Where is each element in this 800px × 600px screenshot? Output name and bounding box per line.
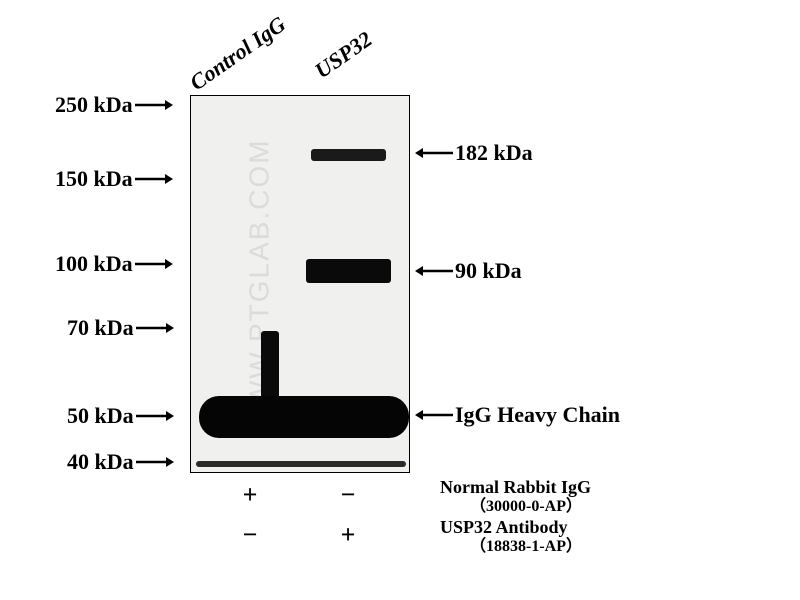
arrow-right-icon [133,171,173,187]
control-row2: − [235,520,265,550]
arrow-right-icon [134,408,174,424]
band-90kda [306,259,391,283]
reagent-sublabel: （18838-1-AP） [470,538,582,556]
target-row1: − [333,480,363,510]
reagent-sublabel: （30000-0-AP） [470,498,591,516]
band-182kda [311,149,386,161]
band-label: 182 kDa [415,140,533,166]
band-igg-heavy [199,396,409,438]
mw-marker: 100 kDa [55,251,173,277]
arrow-left-icon [415,145,455,161]
arrow-right-icon [134,320,174,336]
mw-marker: 250 kDa [55,92,173,118]
arrow-right-icon [133,97,173,113]
lane-label-text: Control IgG [185,11,290,95]
arrow-left-icon [415,407,455,423]
mw-marker: 150 kDa [55,166,173,192]
band-label: IgG Heavy Chain [415,402,620,428]
blot-figure: Control IgG USP32 WWW.PTGLAB.COM 250 kDa… [0,0,800,600]
mw-marker: 50 kDa [67,403,174,429]
mw-marker: 70 kDa [67,315,174,341]
arrow-left-icon [415,263,455,279]
arrow-right-icon [134,454,174,470]
target-row2: + [333,520,363,550]
blot-membrane: WWW.PTGLAB.COM [190,95,410,473]
mw-marker: 40 kDa [67,449,174,475]
lane-label-target: USP32 [310,26,377,84]
reagent-label-2: USP32 Antibody （18838-1-AP） [440,518,582,555]
arrow-right-icon [133,256,173,272]
band-bottom [196,461,406,467]
band-label: 90 kDa [415,258,522,284]
reagent-label-1: Normal Rabbit IgG （30000-0-AP） [440,478,591,515]
lane-label-text: USP32 [310,26,376,83]
band-streak [261,331,279,401]
lane-label-control: Control IgG [185,11,291,96]
control-row1: + [235,480,265,510]
